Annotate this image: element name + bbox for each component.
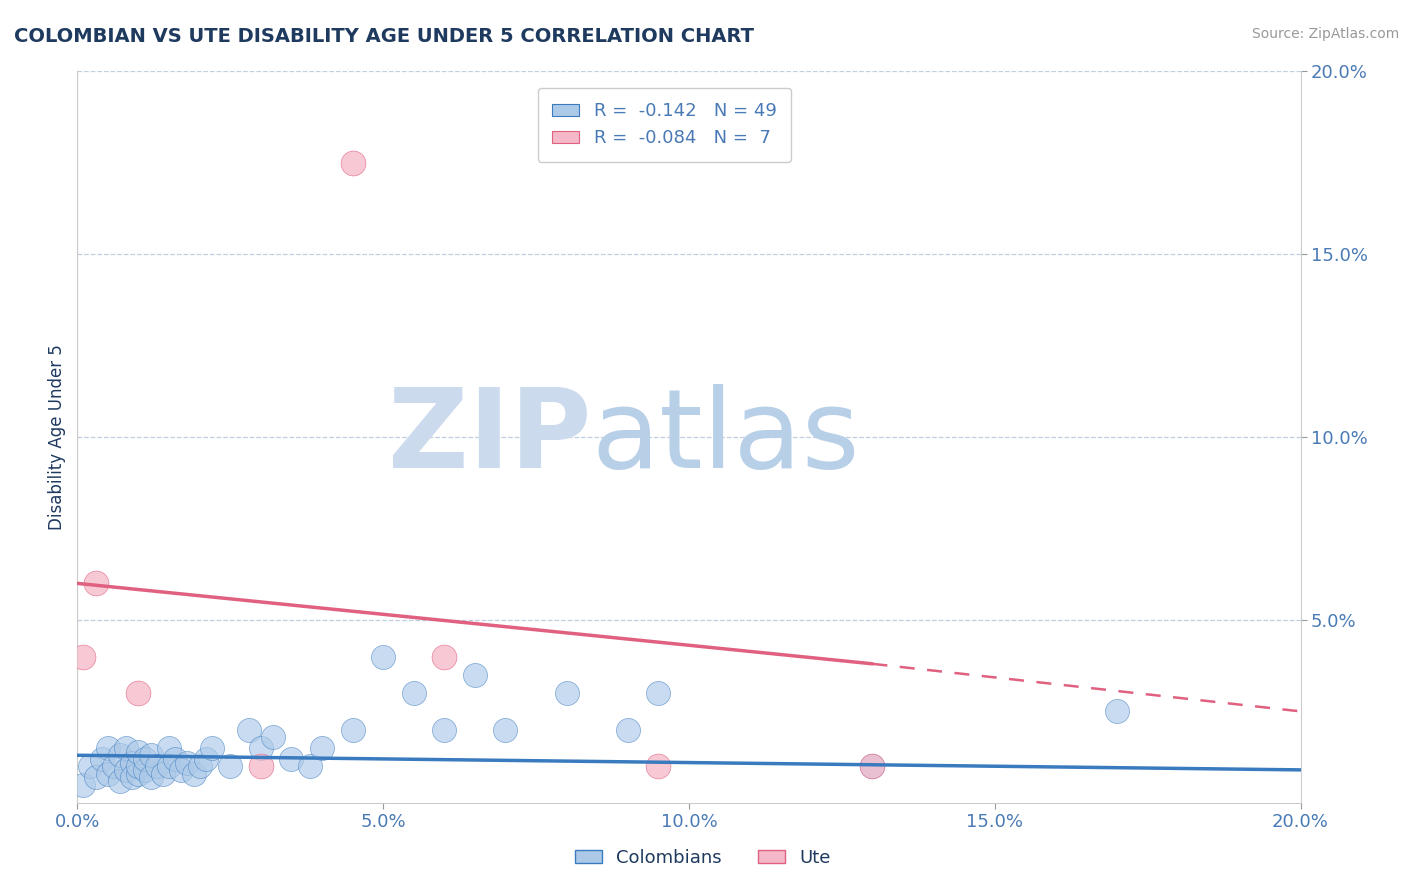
Point	[97, 766, 120, 780]
Point	[134, 752, 156, 766]
Point	[555, 686, 578, 700]
Point	[127, 745, 149, 759]
Point	[280, 752, 302, 766]
Point	[183, 766, 205, 780]
Point	[121, 770, 143, 784]
Point	[433, 723, 456, 737]
Point	[72, 777, 94, 792]
Point	[72, 649, 94, 664]
Point	[170, 763, 193, 777]
Point	[97, 740, 120, 755]
Point	[152, 766, 174, 780]
Text: atlas: atlas	[591, 384, 859, 491]
Point	[311, 740, 333, 755]
Legend: R =  -0.142   N = 49, R =  -0.084   N =  7: R = -0.142 N = 49, R = -0.084 N = 7	[538, 87, 792, 161]
Point	[139, 748, 162, 763]
Point	[176, 756, 198, 770]
Point	[108, 773, 131, 788]
Point	[115, 763, 138, 777]
Point	[238, 723, 260, 737]
Point	[219, 759, 242, 773]
Point	[157, 740, 180, 755]
Point	[139, 770, 162, 784]
Point	[84, 576, 107, 591]
Y-axis label: Disability Age Under 5: Disability Age Under 5	[48, 344, 66, 530]
Text: COLOMBIAN VS UTE DISABILITY AGE UNDER 5 CORRELATION CHART: COLOMBIAN VS UTE DISABILITY AGE UNDER 5 …	[14, 27, 754, 45]
Point	[262, 730, 284, 744]
Point	[250, 740, 273, 755]
Point	[121, 756, 143, 770]
Point	[127, 759, 149, 773]
Point	[647, 686, 669, 700]
Point	[250, 759, 273, 773]
Point	[342, 723, 364, 737]
Point	[157, 759, 180, 773]
Point	[402, 686, 425, 700]
Point	[90, 752, 112, 766]
Point	[862, 759, 884, 773]
Point	[134, 763, 156, 777]
Point	[371, 649, 394, 664]
Point	[84, 770, 107, 784]
Point	[1107, 705, 1129, 719]
Point	[79, 759, 101, 773]
Point	[127, 686, 149, 700]
Point	[103, 759, 125, 773]
Text: ZIP: ZIP	[388, 384, 591, 491]
Point	[194, 752, 217, 766]
Legend: Colombians, Ute: Colombians, Ute	[568, 842, 838, 874]
Point	[146, 759, 169, 773]
Text: Source: ZipAtlas.com: Source: ZipAtlas.com	[1251, 27, 1399, 41]
Point	[201, 740, 224, 755]
Point	[862, 759, 884, 773]
Point	[127, 766, 149, 780]
Point	[298, 759, 321, 773]
Point	[165, 752, 187, 766]
Point	[188, 759, 211, 773]
Point	[433, 649, 456, 664]
Point	[464, 667, 486, 681]
Point	[342, 156, 364, 170]
Point	[495, 723, 517, 737]
Point	[647, 759, 669, 773]
Point	[115, 740, 138, 755]
Point	[617, 723, 640, 737]
Point	[108, 748, 131, 763]
